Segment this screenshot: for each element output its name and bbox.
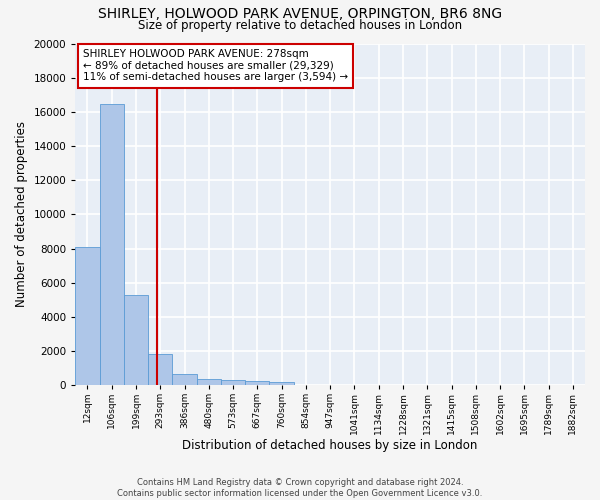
- Y-axis label: Number of detached properties: Number of detached properties: [15, 122, 28, 308]
- Bar: [197, 379, 221, 385]
- Bar: [172, 374, 197, 385]
- X-axis label: Distribution of detached houses by size in London: Distribution of detached houses by size …: [182, 440, 478, 452]
- Bar: [245, 381, 269, 385]
- Bar: [269, 382, 294, 385]
- Text: SHIRLEY, HOLWOOD PARK AVENUE, ORPINGTON, BR6 8NG: SHIRLEY, HOLWOOD PARK AVENUE, ORPINGTON,…: [98, 8, 502, 22]
- Bar: [148, 354, 172, 385]
- Bar: [221, 380, 245, 385]
- Text: SHIRLEY HOLWOOD PARK AVENUE: 278sqm
← 89% of detached houses are smaller (29,329: SHIRLEY HOLWOOD PARK AVENUE: 278sqm ← 89…: [83, 49, 348, 82]
- Text: Contains HM Land Registry data © Crown copyright and database right 2024.
Contai: Contains HM Land Registry data © Crown c…: [118, 478, 482, 498]
- Bar: [100, 104, 124, 385]
- Text: Size of property relative to detached houses in London: Size of property relative to detached ho…: [138, 18, 462, 32]
- Bar: [76, 247, 100, 385]
- Bar: [124, 294, 148, 385]
